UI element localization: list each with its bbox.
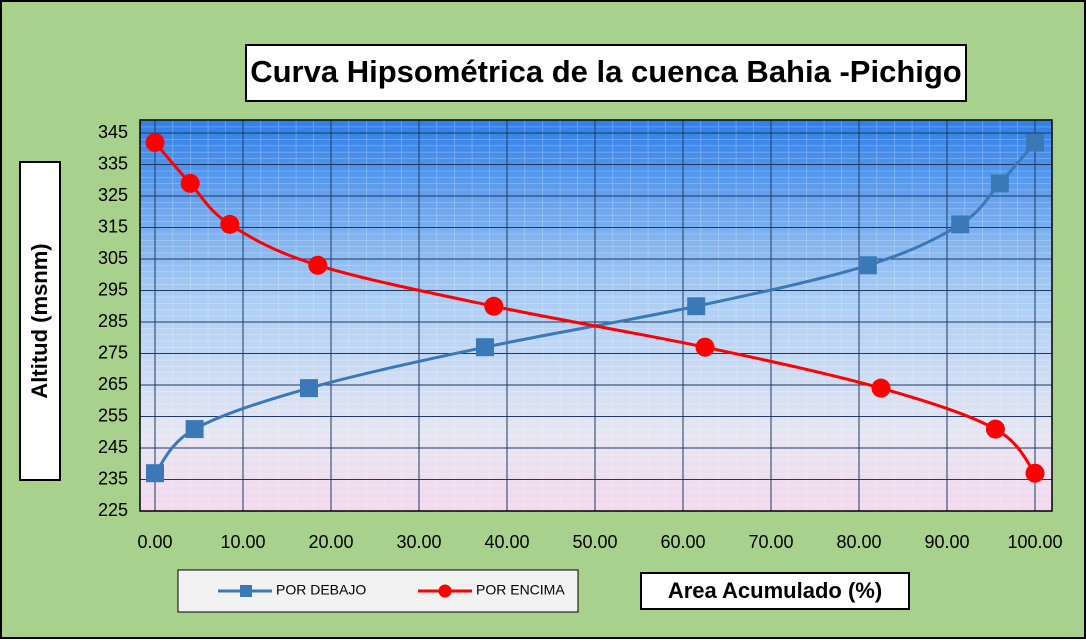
y-label-box bbox=[19, 161, 61, 481]
y-axis-label: Altitud (msnm) bbox=[27, 243, 52, 398]
data-point bbox=[871, 378, 891, 398]
x-tick-label: 30.00 bbox=[396, 532, 441, 552]
series-line bbox=[153, 141, 1037, 475]
legend-label: POR DEBAJO bbox=[276, 582, 366, 598]
y-tick-label: 305 bbox=[98, 248, 128, 268]
data-point bbox=[858, 256, 877, 275]
title-box bbox=[245, 44, 967, 102]
x-tick-label: 100.00 bbox=[1007, 532, 1062, 552]
y-tick-label: 245 bbox=[98, 437, 128, 457]
y-tick-label: 335 bbox=[98, 153, 128, 173]
minor-grid bbox=[140, 120, 1052, 511]
y-tick-label: 235 bbox=[98, 468, 128, 488]
data-point bbox=[985, 419, 1005, 439]
x-tick-label: 50.00 bbox=[572, 532, 617, 552]
y-tick-label: 255 bbox=[98, 405, 128, 425]
plot-border bbox=[139, 119, 1053, 512]
data-point bbox=[145, 132, 165, 152]
x-tick-label: 40.00 bbox=[484, 532, 529, 552]
data-point bbox=[484, 296, 504, 316]
y-tick-label: 345 bbox=[98, 122, 128, 142]
legend-marker bbox=[240, 585, 252, 597]
chart-title: Curva Hipsométrica de la cuenca Bahia -P… bbox=[250, 54, 962, 89]
data-point bbox=[180, 173, 200, 193]
data-point bbox=[185, 420, 204, 439]
y-tick-label: 275 bbox=[98, 342, 128, 362]
x-tick-label: 10.00 bbox=[220, 532, 265, 552]
x-tick-label: 70.00 bbox=[748, 532, 793, 552]
y-tick-label: 285 bbox=[98, 311, 128, 331]
y-tick-label: 295 bbox=[98, 279, 128, 299]
series-line bbox=[153, 141, 1037, 475]
data-point bbox=[300, 379, 318, 398]
data-point bbox=[146, 464, 164, 483]
data-point bbox=[476, 338, 494, 357]
x-tick-label: 80.00 bbox=[836, 532, 881, 552]
x-axis-label: Area Acumulado (%) bbox=[668, 578, 882, 603]
data-point bbox=[990, 174, 1009, 193]
data-point bbox=[220, 214, 240, 234]
x-tick-label: 60.00 bbox=[660, 532, 705, 552]
legend-label: POR ENCIMA bbox=[476, 582, 565, 598]
x-label-box bbox=[640, 572, 910, 610]
x-tick-label: 90.00 bbox=[924, 532, 969, 552]
y-tick-label: 315 bbox=[98, 216, 128, 236]
data-point bbox=[1025, 463, 1045, 483]
data-point bbox=[687, 297, 706, 316]
y-tick-label: 325 bbox=[98, 185, 128, 205]
data-point bbox=[1026, 133, 1044, 152]
legend-marker bbox=[438, 584, 452, 598]
x-tick-label: 20.00 bbox=[308, 532, 353, 552]
y-tick-label: 265 bbox=[98, 374, 128, 394]
data-point bbox=[951, 215, 970, 234]
data-point bbox=[695, 337, 715, 357]
data-point bbox=[308, 255, 328, 275]
y-tick-label: 225 bbox=[98, 500, 128, 520]
x-tick-label: 0.00 bbox=[137, 532, 172, 552]
